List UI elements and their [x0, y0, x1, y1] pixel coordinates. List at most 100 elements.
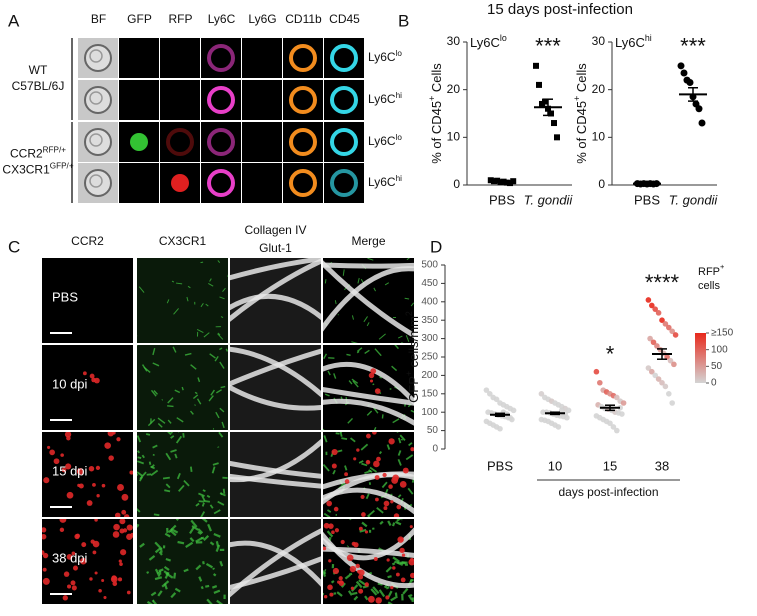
red-cell [119, 519, 126, 525]
vessel [323, 546, 414, 558]
y-tick-label: 30 [592, 34, 606, 48]
red-cell [328, 523, 334, 529]
red-cell [59, 527, 65, 533]
red-cell [367, 595, 375, 603]
green-process [397, 458, 402, 466]
green-process [207, 523, 212, 532]
green-process [337, 449, 343, 453]
green-process [198, 492, 205, 497]
green-process [220, 316, 224, 319]
colorbar-title: RFP+ [698, 262, 724, 277]
colorbar-tick-label: 100 [711, 344, 728, 355]
cell-image [242, 163, 282, 203]
green-process [405, 335, 410, 342]
red-cell [344, 472, 349, 477]
green-process [219, 361, 225, 369]
green-process [323, 353, 328, 360]
group-label: CCR2RFP/+ [10, 145, 66, 161]
y-axis-label: GFP+ cells/mm2 [404, 311, 421, 403]
green-process [352, 591, 358, 596]
green-process [372, 586, 380, 595]
green-process [164, 489, 171, 493]
red-cell [329, 592, 334, 597]
y-tick-label: 500 [421, 260, 438, 271]
red-cell [350, 586, 355, 590]
superscript: + [720, 262, 724, 271]
green-process [163, 570, 170, 576]
red-cell [386, 558, 390, 562]
green-process [185, 541, 194, 548]
red-cell [358, 574, 364, 580]
red-cell [53, 458, 60, 465]
significance: * [606, 342, 615, 367]
x-tick-label: PBS [634, 192, 660, 207]
dot [487, 391, 493, 397]
green-process [410, 409, 414, 413]
dot [533, 62, 539, 69]
micrograph-content [42, 519, 133, 601]
label-part: cells [698, 280, 721, 292]
green-process [164, 532, 171, 538]
y-axis-label: % of CD45+ Cells [427, 63, 444, 164]
panel-title: 15 days post-infection [487, 1, 633, 18]
y-tick-label: 0 [432, 444, 438, 455]
green-process [189, 466, 193, 473]
green-process [385, 586, 390, 590]
dot [507, 414, 513, 421]
green-process [374, 348, 382, 357]
green-process [222, 488, 226, 494]
green-process [158, 568, 164, 573]
green-process [407, 594, 413, 601]
cell-texture [89, 49, 103, 63]
green-process [410, 302, 414, 307]
green-process [153, 513, 160, 517]
green-process [359, 528, 367, 533]
red-cell [353, 457, 357, 461]
red-cell [399, 547, 405, 554]
micrograph [137, 258, 228, 343]
green-process [137, 450, 141, 454]
vessel [323, 260, 414, 339]
dot [483, 387, 490, 393]
red-cell [338, 576, 343, 581]
green-process [381, 481, 388, 489]
green-process [330, 580, 335, 584]
dot [647, 335, 653, 342]
red-cell [370, 368, 377, 375]
green-process [173, 308, 179, 315]
green-process [157, 423, 163, 428]
label-part: Ly6C [470, 35, 500, 50]
y-tick-label: 200 [421, 370, 438, 381]
red-cell [94, 519, 98, 522]
cell-signal [207, 128, 235, 156]
green-process [407, 487, 414, 495]
red-cell [331, 463, 337, 469]
green-process [220, 492, 223, 496]
red-cell [64, 432, 72, 438]
green-process [339, 432, 343, 437]
green-process [202, 489, 206, 493]
green-process [323, 463, 330, 472]
red-cell [392, 566, 396, 570]
green-process [150, 465, 156, 470]
red-cell [364, 582, 369, 587]
micrograph-content [230, 528, 321, 598]
dot [565, 407, 572, 414]
green-process [369, 466, 378, 473]
red-cell [113, 523, 120, 531]
x-tick-label: 10 [548, 458, 562, 473]
green-process [409, 578, 414, 582]
red-cell [112, 432, 116, 435]
superscript: + [427, 96, 437, 101]
micrograph-content [323, 258, 414, 343]
dot [686, 79, 694, 87]
cell-image [242, 122, 282, 162]
label-part: CCR2 [10, 147, 43, 161]
green-process [342, 269, 345, 276]
cell-signal [207, 44, 235, 72]
dot [645, 297, 652, 303]
red-cell [66, 553, 73, 560]
green-process [165, 452, 172, 461]
green-process [209, 278, 212, 282]
green-process [404, 297, 410, 300]
